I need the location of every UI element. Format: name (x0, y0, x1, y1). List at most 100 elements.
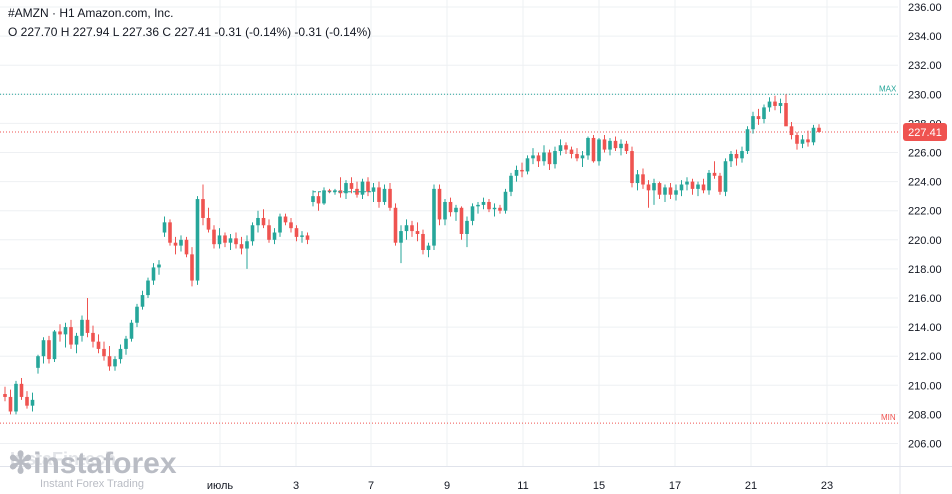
candle-body (146, 280, 150, 296)
price-axis[interactable]: 206.00 208.00 210.00 212.00 214.00 216.00 218.… (899, 0, 947, 494)
candle-body (8, 396, 13, 412)
candle-body (454, 207, 458, 213)
price-tick-label: 236.00 (908, 2, 942, 14)
candle-body (481, 201, 486, 205)
candle-body (201, 199, 205, 218)
candle-body (168, 222, 172, 243)
candle-body (734, 153, 739, 159)
candle-body (674, 190, 678, 195)
candle-body (223, 235, 227, 243)
candle-body (52, 331, 57, 360)
price-tick-label: 220.00 (908, 235, 942, 247)
candles (3, 94, 821, 415)
candle-body (817, 127, 821, 132)
candle-body (217, 235, 222, 245)
candle-body (580, 155, 585, 159)
min-level-label: MIN (881, 413, 896, 422)
time-tick-label: 7 (368, 480, 374, 492)
candle-body (206, 217, 211, 230)
candle-body (184, 239, 189, 255)
candle-body (377, 187, 381, 202)
candle-body (602, 139, 607, 150)
candle-body (355, 188, 359, 195)
max-level-label: MAX (879, 84, 897, 93)
candle-body (492, 207, 497, 210)
candle-body (784, 103, 788, 127)
candle-body (399, 231, 403, 243)
candle-body (487, 201, 491, 210)
time-axis[interactable]: июль 3 7 9 11 15 17 21 23 (0, 466, 952, 493)
candle-body (228, 238, 233, 243)
candle-body (316, 196, 321, 204)
candle-body (679, 184, 684, 191)
candle-body (514, 169, 519, 176)
candle-body (712, 172, 717, 176)
candle-body (212, 229, 216, 245)
candle-body (756, 116, 761, 120)
candle-body (806, 139, 810, 143)
instaforex-logo: ✻instaforex (8, 446, 177, 481)
candle-body (234, 238, 238, 245)
candle-body (773, 101, 777, 106)
price-levels: MAX MIN (0, 84, 898, 424)
candle-body (597, 139, 601, 162)
price-tick-label: 206.00 (908, 439, 942, 451)
candle-body (586, 137, 590, 156)
candle-body (536, 155, 541, 162)
candle-body (311, 196, 315, 202)
price-tick-label: 226.00 (908, 148, 942, 160)
candle-body (707, 172, 711, 191)
candle-body (190, 254, 194, 281)
candle-body (410, 225, 414, 232)
timeframe[interactable]: H1 (59, 6, 75, 20)
candle-body (778, 103, 783, 106)
candle-body (349, 183, 354, 189)
candle-body (668, 187, 673, 195)
candle-body (718, 175, 722, 192)
candle-body (74, 335, 79, 345)
candle-body (547, 152, 552, 165)
candle-body (151, 267, 156, 281)
candle-body (162, 222, 167, 233)
candle-body (371, 187, 376, 192)
candle-body (542, 152, 546, 162)
candle-body (102, 348, 106, 357)
candle-body (294, 228, 299, 237)
candle-body (41, 340, 46, 357)
candle-body (745, 129, 750, 152)
candle-body (740, 151, 744, 159)
time-tick-label: 15 (593, 480, 605, 492)
candle-body (437, 188, 442, 220)
candle-body (344, 183, 348, 194)
candle-body (652, 183, 656, 191)
candle-body (569, 149, 574, 154)
candle-body (509, 175, 513, 192)
candle-body (327, 190, 332, 192)
time-tick-label: 3 (293, 480, 299, 492)
price-tick-label: 222.00 (908, 206, 942, 218)
candle-body (14, 383, 18, 412)
candle-body (591, 137, 596, 162)
candle-body (558, 145, 563, 152)
candle-body (624, 143, 629, 152)
candle-body (415, 231, 420, 234)
logo-gear-icon: ✻ (8, 447, 34, 480)
price-tick-label: 212.00 (908, 351, 942, 363)
price-tick-label: 216.00 (908, 293, 942, 305)
symbol-title: #AMZN · H1 Amazon.com, Inc. (8, 6, 173, 20)
symbol-ticker: #AMZN (8, 6, 49, 20)
candle-body (465, 220, 469, 234)
candle-body (448, 201, 453, 213)
candle-body (267, 225, 271, 240)
candle-body (470, 206, 475, 221)
candle-body (118, 348, 123, 360)
time-tick-label: 21 (745, 480, 757, 492)
candle-body (426, 245, 431, 250)
time-tick-label: июль (207, 480, 234, 492)
time-tick-label: 9 (444, 480, 450, 492)
candle-body (800, 139, 805, 144)
candle-body (261, 217, 266, 226)
candle-body (245, 241, 249, 249)
watermark-overlay-text: InstaFintech (10, 449, 117, 469)
